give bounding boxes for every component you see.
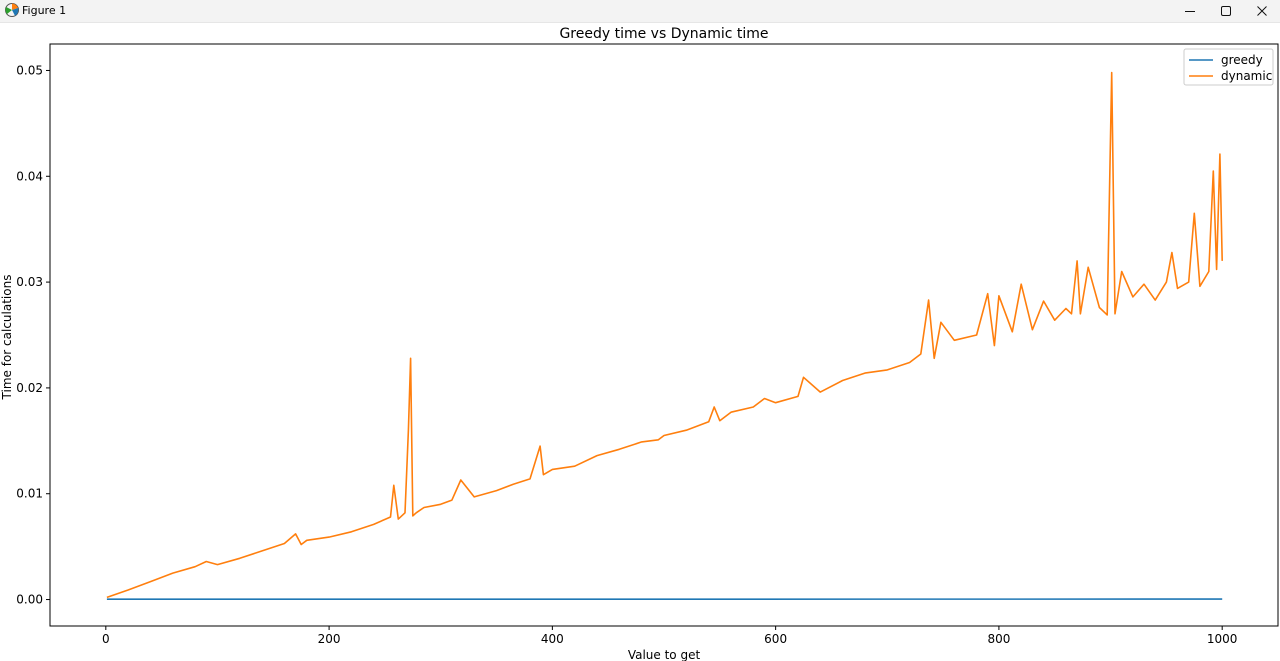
plot-area <box>50 44 1278 626</box>
series-layer <box>106 71 1223 601</box>
y-tick-label: 0.05 <box>16 63 43 77</box>
y-axis-label: Time for calculations <box>0 275 14 401</box>
x-tick-label: 400 <box>541 632 564 646</box>
y-tick-label: 0.02 <box>16 381 43 395</box>
y-tick-label: 0.04 <box>16 169 43 183</box>
chart-title: Greedy time vs Dynamic time <box>559 26 768 42</box>
plot-frame <box>49 43 1279 627</box>
chart: Greedy time vs Dynamic time 0 200 400 600 80… <box>0 26 1279 661</box>
window-titlebar: Figure 1 <box>0 0 1280 23</box>
window-title: Figure 1 <box>22 4 67 17</box>
x-tick-label: 600 <box>764 632 787 646</box>
x-tick-label: 0 <box>102 632 110 646</box>
series-line-dynamic <box>106 71 1223 599</box>
maximize-button[interactable] <box>1208 0 1244 22</box>
matplotlib-icon <box>5 3 19 17</box>
maximize-icon <box>1221 6 1231 16</box>
legend: greedy dynamic <box>1183 48 1274 86</box>
close-icon <box>1257 6 1267 16</box>
x-axis-label: Value to get <box>628 648 701 661</box>
legend-label-dynamic: dynamic <box>1221 69 1272 83</box>
x-axis-ticks: 0 200 400 600 800 1000 <box>102 626 1237 646</box>
x-tick-label: 200 <box>318 632 341 646</box>
minimize-button[interactable] <box>1172 0 1208 22</box>
y-tick-label: 0.03 <box>16 275 43 289</box>
minimize-icon <box>1185 11 1195 12</box>
y-tick-label: 0.00 <box>16 593 43 607</box>
x-tick-label: 800 <box>987 632 1010 646</box>
y-axis-ticks: 0.00 0.01 0.02 0.03 0.04 0.05 <box>16 63 50 607</box>
y-tick-label: 0.01 <box>16 487 43 501</box>
x-tick-label: 1000 <box>1207 632 1238 646</box>
legend-label-greedy: greedy <box>1221 53 1263 67</box>
close-button[interactable] <box>1244 0 1280 22</box>
